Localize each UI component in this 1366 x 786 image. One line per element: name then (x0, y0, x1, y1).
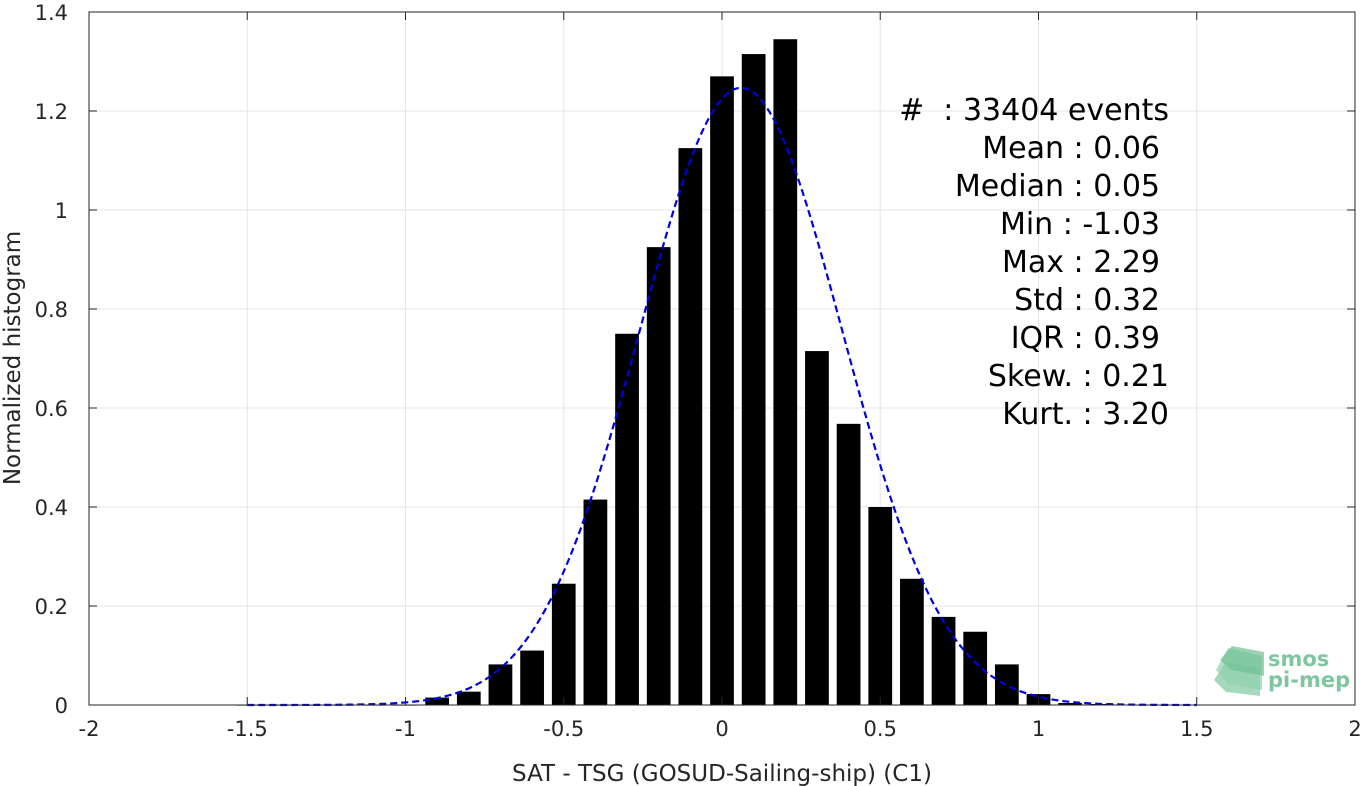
x-tick-label: 0.5 (864, 717, 897, 741)
stat-events: # : 33404 events (899, 93, 1169, 128)
histogram-bar (931, 616, 956, 705)
stat-std: Std : 0.32 (1014, 283, 1160, 318)
x-tick-label: -1.5 (227, 717, 268, 741)
histogram-bar (710, 76, 734, 706)
histogram-bar (646, 247, 671, 705)
logo-text-pimep: pi-mep (1268, 668, 1350, 692)
y-tick-label: 0 (55, 694, 68, 718)
x-tick-label: -2 (79, 717, 100, 741)
x-tick-label: 0 (715, 717, 728, 741)
histogram-bar (994, 664, 1019, 705)
y-tick-label: 1 (55, 199, 68, 223)
y-tick-label: 1.2 (35, 100, 68, 124)
histogram-bar (836, 423, 861, 705)
x-tick-label: -1 (395, 717, 416, 741)
histogram-bar (963, 631, 988, 705)
stat-mean: Mean : 0.06 (982, 131, 1160, 166)
stat-max: Max : 2.29 (1002, 245, 1160, 280)
stat-min: Min : -1.03 (1000, 207, 1160, 242)
stat-median: Median : 0.05 (955, 169, 1160, 204)
histogram-bar (488, 664, 513, 705)
x-axis-label: SAT - TSG (GOSUD-Sailing-ship) (C1) (512, 761, 932, 786)
axes-frame (88, 11, 1356, 706)
histogram-bar (900, 578, 924, 705)
histogram-bar (583, 499, 608, 705)
histogram-bars (235, 39, 1209, 706)
y-axis-label: Normalized histogram (0, 231, 26, 485)
histogram-bar (425, 697, 450, 705)
x-tick-label: -0.5 (543, 717, 584, 741)
logo-text-smos: smos (1268, 647, 1329, 671)
histogram-bar (868, 507, 893, 705)
y-tick-label: 0.4 (35, 496, 68, 520)
histogram-bar (456, 691, 481, 705)
histogram-bar (805, 351, 829, 705)
logo-waves-icon (1214, 646, 1264, 696)
smos-pimep-logo: smos pi-mep (1214, 646, 1350, 696)
histogram-bar (615, 333, 639, 705)
y-tick-label: 1.4 (35, 1, 68, 25)
x-tick-label: 1.5 (1180, 717, 1213, 741)
histogram-bar (741, 54, 766, 705)
statistics-box: # : 33404 events Mean : 0.06 Median : 0.… (899, 93, 1169, 432)
x-tick-labels: -2 -1.5 -1 -0.5 0 0.5 1 1.5 2 (79, 717, 1362, 741)
stat-kurt: Kurt. : 3.20 (1002, 397, 1169, 432)
x-tick-label: 2 (1348, 717, 1361, 741)
histogram-bar (1058, 703, 1083, 705)
histogram-bar (551, 583, 576, 705)
x-tick-label: 1 (1032, 717, 1045, 741)
histogram-bar (678, 148, 703, 705)
y-tick-labels: 0 0.2 0.4 0.6 0.8 1 1.2 1.4 (35, 1, 68, 718)
histogram-bar (520, 650, 544, 705)
stat-skew: Skew. : 0.21 (988, 359, 1169, 394)
stat-iqr: IQR : 0.39 (1011, 321, 1160, 356)
y-tick-label: 0.2 (35, 595, 68, 619)
histogram-bar (773, 39, 798, 706)
y-tick-label: 0.6 (35, 397, 68, 421)
y-tick-label: 0.8 (35, 298, 68, 322)
